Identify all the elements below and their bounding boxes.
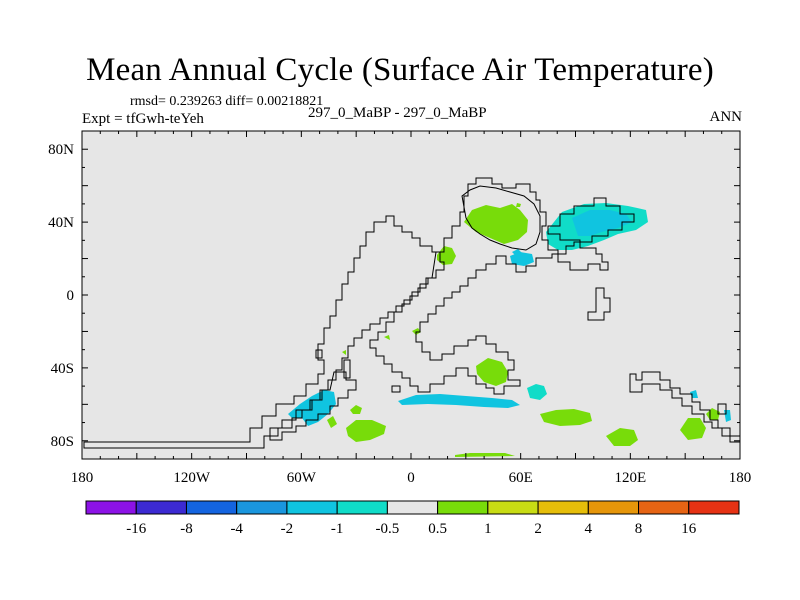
stats-label: rmsd= 0.239263 diff= 0.00218821: [130, 94, 324, 109]
colorbar-swatch: [688, 500, 740, 515]
colorbar-swatch: [135, 500, 187, 515]
anomaly-asia-green: [464, 204, 528, 244]
coastline-africa-connector: [391, 385, 401, 393]
case-label: 297_0_MaBP - 297_0_MaBP: [308, 105, 487, 121]
anomaly-sam-green-b: [350, 405, 362, 414]
colorbar-label: -4: [230, 521, 243, 537]
y-tick-label: 80S: [51, 434, 74, 450]
x-tick-label: 60W: [287, 470, 317, 486]
x-tick-label: 0: [407, 470, 415, 486]
colorbar-swatch: [437, 500, 489, 515]
colorbar-swatch: [587, 500, 640, 515]
axis-ticks: [81, 130, 741, 460]
anomaly-sam-green-c: [327, 416, 337, 428]
colorbar-swatch: [236, 500, 288, 515]
colorbar-label: -1: [331, 521, 344, 537]
x-tick-label: 180: [729, 470, 752, 486]
coastline-india-peninsula: [587, 287, 611, 321]
coastline-central-block: [369, 177, 635, 395]
map-background: [82, 131, 740, 459]
anomaly-south-green-a: [476, 358, 508, 386]
x-tick-label: 180: [71, 470, 94, 486]
anomaly-west-asia-green: [437, 246, 456, 265]
anomaly-speck-b: [342, 350, 346, 355]
x-tick-label: 120W: [173, 470, 211, 486]
y-tick-label: 80N: [48, 142, 74, 158]
colorbar-swatch: [185, 500, 238, 515]
colorbar-swatch: [336, 500, 388, 515]
colorbar-label: 2: [534, 521, 542, 537]
colorbar-swatch: [638, 500, 690, 515]
y-tick-label: 40N: [48, 215, 74, 231]
anomaly-fills: [288, 203, 731, 457]
anomaly-south-ocean-cyan: [398, 394, 520, 408]
anomaly-south-green-d: [680, 418, 706, 440]
coastline-inland-sea: [461, 185, 541, 251]
colorbar: [85, 500, 740, 515]
colorbar-label: 16: [681, 521, 697, 537]
colorbar-label: 1: [484, 521, 492, 537]
anomaly-south-cyan-b: [527, 384, 547, 400]
colorbar-label: -0.5: [376, 521, 400, 537]
y-tick-label: 40S: [51, 361, 74, 377]
axis-tick-labels: 180 120W 60W 0 60E 120E 180 80N 40N 0 40S 80S: [48, 142, 751, 486]
anomaly-sam-green-a: [346, 420, 386, 442]
anomaly-east-asia-cyan-core: [572, 210, 632, 236]
anomaly-small-cyan: [512, 249, 522, 256]
colorbar-swatch: [85, 500, 137, 515]
anomaly-speck-d: [455, 453, 515, 457]
colorbar-label: -8: [180, 521, 193, 537]
coastline-sam-east: [269, 371, 357, 441]
colorbar-swatch: [386, 500, 439, 515]
anomaly-south-green-c: [606, 428, 638, 446]
x-tick-label: 120E: [614, 470, 646, 486]
season-label: ANN: [709, 109, 743, 125]
colorbar-label: -2: [281, 521, 294, 537]
colorbar-label: 4: [585, 521, 593, 537]
y-tick-label: 0: [67, 288, 75, 304]
coastline-east-island: [717, 403, 727, 415]
colorbar-swatch: [487, 500, 539, 515]
chart-title: Mean Annual Cycle (Surface Air Temperatu…: [86, 52, 714, 88]
colorbar-labels: -16 -8 -4 -2 -1 -0.5 0.5 1 2 4 8 16: [126, 521, 697, 537]
colorbar-label: 8: [635, 521, 643, 537]
experiment-label: Expt = tfGwh-teYeh: [82, 111, 204, 127]
anomaly-speck-c: [384, 335, 390, 340]
colorbar-swatch: [286, 500, 338, 515]
anomaly-asia-green-small: [516, 203, 521, 207]
anomaly-south-green-b: [540, 409, 592, 426]
colorbar-label: -16: [126, 521, 146, 537]
colorbar-label: 0.5: [428, 521, 447, 537]
coastline-outlines: [83, 177, 741, 449]
colorbar-swatch: [537, 500, 589, 515]
coastline-pacific-island: [315, 349, 323, 359]
x-tick-label: 60E: [509, 470, 533, 486]
